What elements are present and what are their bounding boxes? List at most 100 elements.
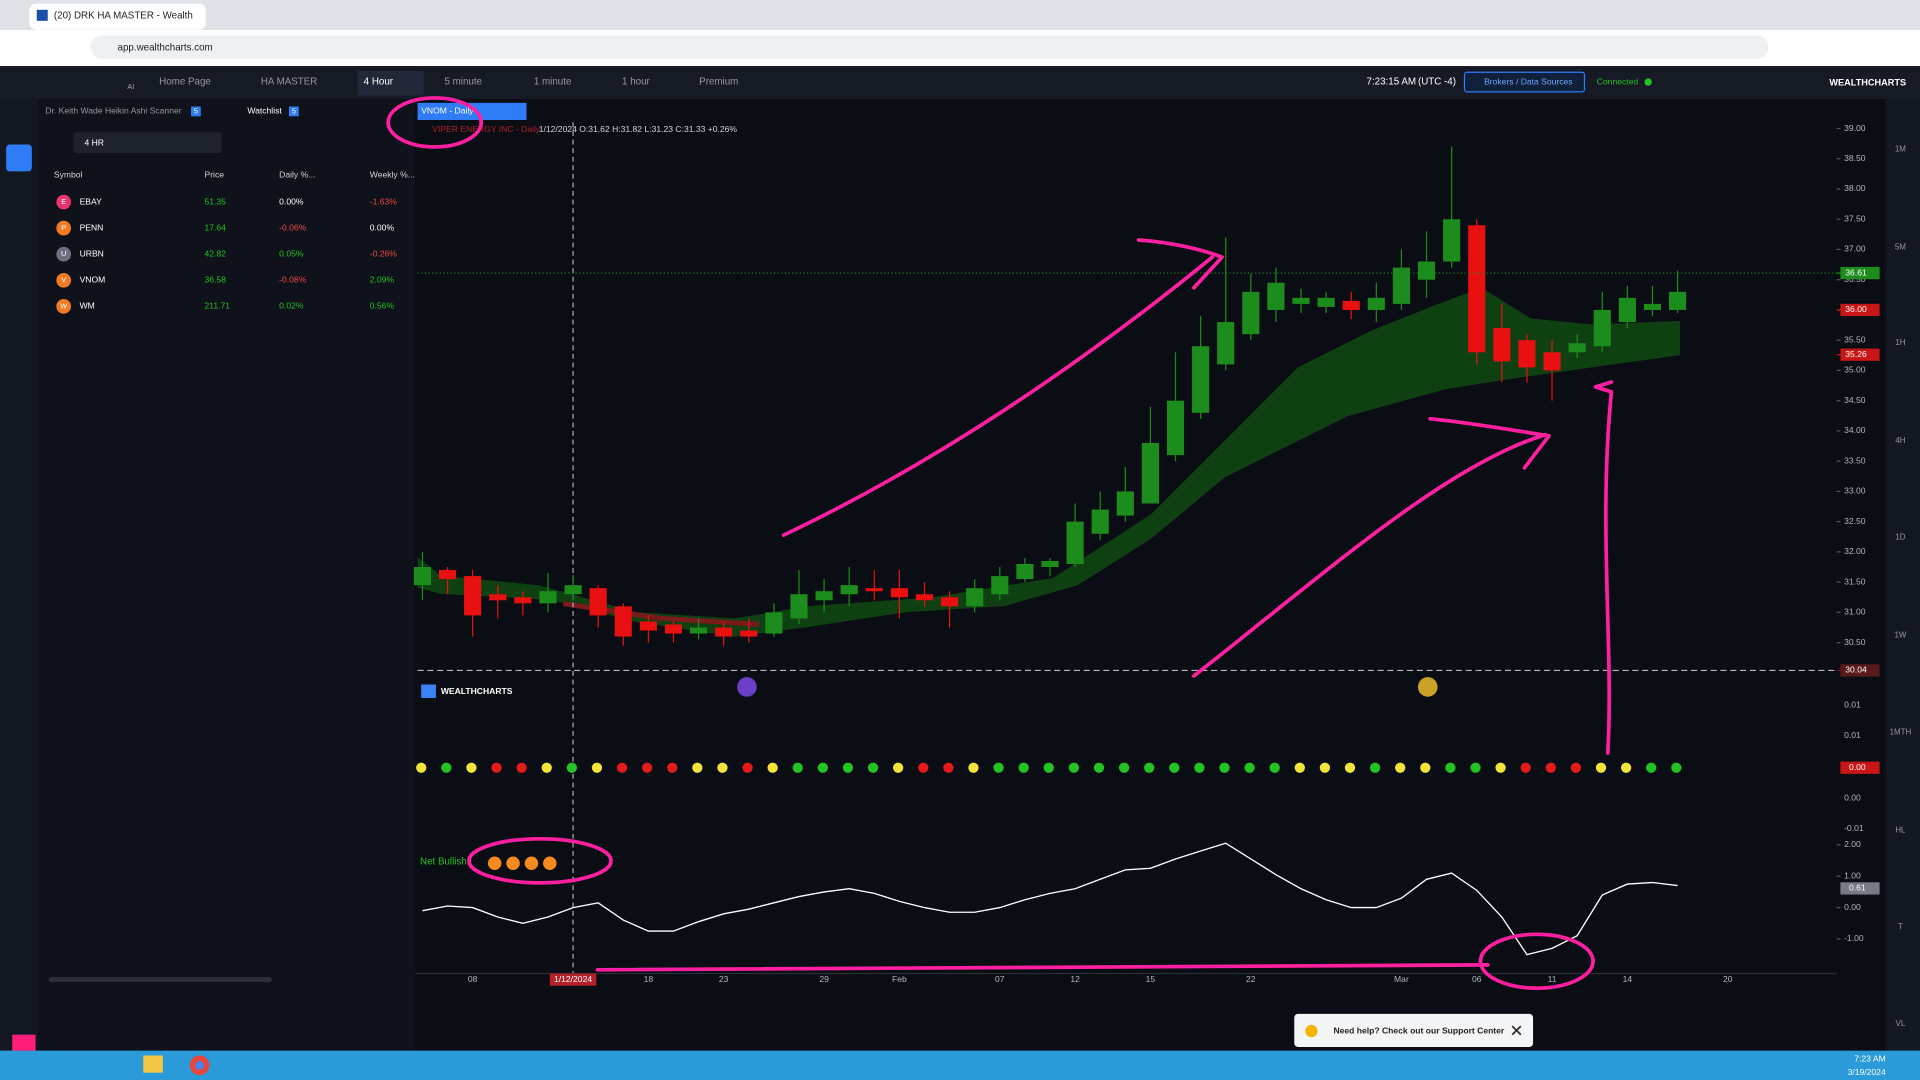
scanner-tab: Watchlist: [247, 106, 282, 116]
interval: 1D: [1895, 533, 1905, 542]
y-tick-label: 37.00: [1844, 244, 1866, 254]
candle-body: [1443, 219, 1461, 262]
symbol-icon-letter: W: [60, 301, 67, 310]
column-header: Weekly %...: [370, 169, 415, 179]
ohlc-readout: 1/12/2024 O:31.62 H:31.82 L:31.23 C:31.3…: [539, 124, 738, 134]
address-bar[interactable]: [90, 35, 1769, 59]
candle-body: [1568, 343, 1586, 353]
candle-body: [564, 585, 582, 595]
candle-body: [664, 624, 683, 634]
y-tick-label: 33.50: [1844, 455, 1866, 465]
candle-body: [1016, 563, 1034, 580]
price-label-box: [1840, 303, 1880, 317]
annotation-arrow: [1593, 380, 1614, 755]
signal-dot: [943, 762, 954, 773]
price-label-box: [1840, 348, 1880, 361]
x-tick-label: 08: [468, 974, 478, 984]
current-label: 0.61: [1849, 883, 1866, 893]
help-toast[interactable]: [1294, 1013, 1534, 1047]
x-tick-label: 29: [819, 974, 829, 984]
signal-dot: [867, 762, 879, 773]
candle-body: [539, 591, 557, 604]
interval: HL: [1895, 825, 1906, 834]
signal-dot: [1269, 762, 1280, 773]
candle-body: [740, 630, 758, 637]
weekly-change: 0.56%: [370, 301, 395, 311]
candle-body: [1392, 267, 1410, 304]
y-tick-label: 32.00: [1844, 546, 1866, 556]
candle-body: [514, 597, 532, 604]
daily-change: -0.08%: [279, 275, 307, 285]
browser-tab-title: (20) DRK HA MASTER - Wealth: [54, 11, 193, 22]
candle-body: [840, 585, 858, 595]
tool-strip: [0, 99, 38, 1051]
scrollbar: [48, 977, 272, 983]
chart-tab-label: VNOM - Daily: [421, 106, 474, 116]
interval: 1H: [1895, 338, 1905, 347]
marker-box: [1840, 761, 1880, 774]
weekly-change: -1.63%: [370, 196, 398, 206]
app-header: [0, 66, 1920, 100]
active-tab: [357, 71, 424, 96]
chart-tab[interactable]: [417, 102, 527, 120]
signal-dot: [441, 762, 452, 773]
signal-dot: [1595, 762, 1607, 773]
candle-body: [1242, 291, 1260, 335]
daily-change: 0.02%: [279, 301, 304, 311]
column-header: Daily %...: [279, 169, 315, 179]
price: 51.35: [204, 196, 226, 206]
app-tab: HA MASTER: [261, 77, 318, 88]
marker-label: 0.00: [1849, 762, 1866, 772]
weekly-change: 0.00%: [370, 222, 395, 232]
interval-select[interactable]: [73, 132, 222, 154]
candle-body: [413, 567, 432, 586]
panel-logo: [421, 684, 436, 698]
interval-strip: [1885, 99, 1920, 1051]
interval: 1W: [1894, 631, 1906, 640]
candle-body: [865, 588, 883, 592]
x-tick-label: 14: [1623, 974, 1633, 984]
candle-body: [1091, 509, 1109, 534]
cloud-band: [417, 287, 1680, 637]
app-tab: 5 minute: [444, 77, 482, 88]
price: 17.64: [204, 222, 226, 232]
brokers-button[interactable]: [1463, 71, 1586, 93]
candle-body: [941, 597, 959, 607]
signal-dot: [1620, 762, 1632, 773]
brokers-label: Brokers / Data Sources: [1484, 76, 1573, 86]
candle-body: [1267, 282, 1285, 310]
browser-tab[interactable]: [29, 3, 206, 30]
app-tab: 1 hour: [622, 77, 650, 88]
candle-body: [1342, 300, 1360, 310]
symbol-icon: [56, 194, 72, 210]
signal-dot: [1244, 762, 1255, 773]
symbol-icon: [56, 299, 72, 314]
annotation-arrow: [1192, 416, 1551, 678]
x-tick-label: 11: [1548, 974, 1557, 984]
signal-dot: [1144, 762, 1155, 773]
weekly-change: -0.26%: [370, 248, 398, 258]
x-tick-label: Mar: [1394, 974, 1409, 984]
chart-area: [415, 99, 1886, 1051]
tab-strip: [0, 0, 1920, 30]
close-toast[interactable]: [1511, 1025, 1522, 1036]
signal-dot: [1169, 762, 1180, 773]
explorer-icon[interactable]: [143, 1055, 163, 1073]
daily-change: 0.05%: [279, 248, 304, 258]
signal-dot: [616, 762, 628, 773]
flame-icon: [524, 856, 539, 870]
signal-dot: [466, 762, 477, 773]
add-button[interactable]: [6, 144, 32, 172]
signal-dot: [416, 762, 427, 773]
signal-dot: [1093, 762, 1105, 773]
y-tick-label: 35.00: [1844, 365, 1866, 375]
chart-legend: VIPER ENERGY INC - Daily: [432, 124, 541, 134]
x-tick-label: 07: [995, 974, 1005, 984]
signal-dot: [717, 762, 728, 773]
symbol-icon: [56, 246, 72, 262]
signal-dot: [842, 762, 854, 773]
timezone: (UTC -4): [1418, 77, 1456, 88]
